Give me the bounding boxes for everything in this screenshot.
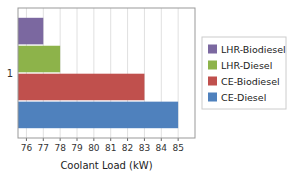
legend-label: CE-Biodiesel (221, 76, 280, 87)
x-axis-label: Coolant Load (kW) (60, 160, 152, 171)
tick-label: 83 (139, 143, 150, 153)
bar (18, 46, 60, 73)
legend: LHR-Biodiesel LHR-Diesel CE-Biodiesel CE-Di… (202, 37, 286, 109)
plot-frame (18, 8, 195, 138)
tick-label: 80 (88, 143, 100, 153)
tick-label: 85 (172, 143, 183, 153)
tick-label: 79 (71, 143, 83, 153)
tick-label: 77 (38, 143, 49, 153)
tick-label: 82 (122, 143, 133, 153)
legend-swatch (208, 61, 217, 70)
chart: 76 77 78 79 80 81 82 83 84 85 1 Coolant Load (kW) LH… (0, 0, 289, 175)
legend-swatch (208, 93, 217, 102)
legend-label: LHR-Diesel (221, 60, 272, 71)
bar (18, 74, 144, 101)
category-label: 1 (7, 68, 13, 79)
legend-swatch (208, 77, 217, 86)
legend-swatch (208, 45, 217, 54)
bar (18, 102, 178, 129)
tick-label: 76 (21, 143, 33, 153)
tick-label: 81 (105, 143, 116, 153)
legend-label: CE-Diesel (221, 92, 266, 103)
bar (18, 18, 43, 45)
legend-label: LHR-Biodiesel (221, 44, 286, 55)
legend-frame (202, 37, 286, 109)
tick-label: 78 (54, 143, 66, 153)
tick-label: 84 (156, 143, 168, 153)
bars (18, 18, 178, 128)
